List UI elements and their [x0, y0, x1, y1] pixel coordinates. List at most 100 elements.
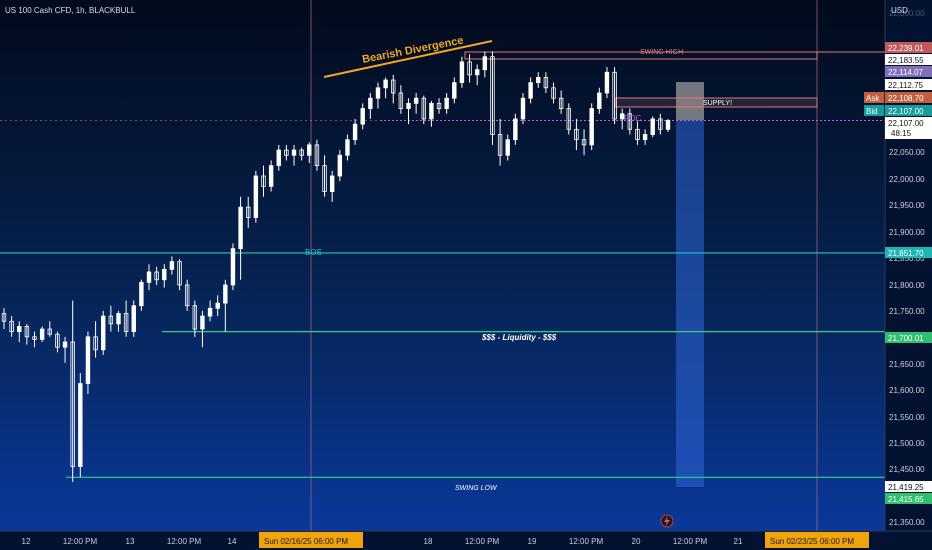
- price-tick-label: 22,300.00: [889, 9, 925, 18]
- candle-body: [238, 206, 243, 250]
- candle-body: [566, 108, 571, 130]
- price-tick-label: 21,900.00: [889, 228, 925, 237]
- candle-body: [116, 313, 121, 325]
- candle-body: [268, 165, 274, 187]
- candle-body: [246, 206, 251, 218]
- candle-body: [513, 118, 518, 141]
- candle-body: [650, 118, 655, 135]
- time-tick-label: 18: [424, 537, 433, 546]
- symbol-title: US 100 Cash CFD, 1h, BLACKBULL: [5, 6, 136, 15]
- price-tick-label: 21,350.00: [889, 518, 925, 527]
- lightning-icon[interactable]: [660, 514, 674, 528]
- candle-body: [162, 268, 167, 281]
- target-projection-box: [676, 120, 704, 487]
- candle-body: [597, 92, 602, 109]
- candle-body: [383, 79, 388, 89]
- time-axis[interactable]: [0, 531, 932, 550]
- price-tick-label: 21,450.00: [889, 465, 925, 474]
- currency-label: USD: [891, 6, 908, 15]
- candle-body: [85, 336, 91, 384]
- time-tick-label: 20: [632, 537, 641, 546]
- price-tick-label: 21,950.00: [889, 201, 925, 210]
- candle-body: [101, 315, 106, 351]
- time-badge-2: Sun 02/23/25 06:00 PM: [765, 532, 869, 548]
- candle-body: [398, 92, 404, 109]
- candle-body: [39, 328, 45, 340]
- svg-text:Bid: Bid: [866, 107, 878, 116]
- candle-body: [230, 248, 236, 286]
- candle-body: [32, 336, 37, 340]
- candle-body: [207, 307, 213, 317]
- time-tick-label: 12: [22, 537, 31, 546]
- time-tick-label: 12:00 PM: [465, 537, 500, 546]
- liquidity-price-tag: 21,700.01: [885, 332, 932, 343]
- bos-label: BOS: [305, 248, 322, 257]
- candle-body: [261, 175, 266, 187]
- bos-price-tag: 21,851.70: [885, 247, 932, 258]
- candle-body: [558, 97, 564, 109]
- time-badge-1: Sun 02/16/25 06:00 PM: [259, 532, 363, 548]
- time-tick-label: 12:00 PM: [63, 537, 98, 546]
- price-tick-label: 21,600.00: [889, 386, 925, 395]
- candle-body: [352, 123, 358, 141]
- candle-body: [620, 113, 625, 120]
- price-tick-label: 22,000.00: [889, 175, 925, 184]
- svg-text:22,183.55: 22,183.55: [888, 56, 924, 65]
- candle-body: [314, 144, 320, 167]
- svg-text:21,851.70: 21,851.70: [888, 249, 924, 258]
- candle-body: [78, 383, 83, 467]
- candle-body: [467, 61, 472, 76]
- candle-body: [284, 149, 289, 156]
- svg-text:22,112.75: 22,112.75: [888, 81, 924, 90]
- candle-body: [497, 134, 503, 156]
- price-tick-label: 21,550.00: [889, 413, 925, 422]
- swing-low-price-tag-2: 21,415.65: [885, 493, 932, 504]
- candle-body: [146, 271, 152, 283]
- svg-text:21,700.01: 21,700.01: [888, 334, 924, 343]
- svg-text:22,114.07: 22,114.07: [888, 68, 924, 77]
- time-tick-label: 21: [734, 537, 743, 546]
- candle-body: [177, 261, 182, 286]
- candle-body: [505, 139, 510, 156]
- candle-body: [299, 149, 304, 156]
- last-price-tag: 22,107.00 48:15: [885, 117, 932, 139]
- candle-body: [154, 271, 159, 281]
- candle-body: [291, 149, 297, 156]
- time-tick-label: 13: [126, 537, 135, 546]
- candle-body: [169, 261, 175, 270]
- candle-body: [24, 326, 30, 338]
- candle-body: [604, 71, 610, 94]
- candle-body: [543, 77, 549, 89]
- svg-text:Ask: Ask: [866, 94, 880, 103]
- time-tick-label: 12:00 PM: [673, 537, 708, 546]
- candle-body: [9, 320, 14, 333]
- candle-body: [276, 149, 281, 167]
- candle-body: [360, 108, 365, 125]
- candle-body: [192, 305, 198, 330]
- candle-body: [123, 313, 129, 333]
- candle-body: [536, 77, 541, 84]
- levels-layer: [0, 120, 885, 478]
- price-tag-3: 22,114.07: [885, 66, 932, 77]
- candle-body: [635, 128, 640, 141]
- candles-layer: [1, 51, 671, 483]
- price-tick-label: 21,500.00: [889, 439, 925, 448]
- svg-text:Sun 02/16/25 06:00 PM: Sun 02/16/25 06:00 PM: [264, 537, 348, 546]
- candle-body: [612, 71, 617, 120]
- time-ticks: 12 12:00 PM 13 12:00 PM 14 18 12:00 PM 19 12:00 …: [22, 537, 743, 546]
- time-tick-label: 19: [528, 537, 537, 546]
- candle-body: [223, 284, 228, 304]
- stop-projection-box: [676, 82, 704, 120]
- candle-body: [62, 341, 68, 348]
- candle-body: [47, 328, 52, 335]
- liquidity-label: $$$ - Liquidity - $$$: [481, 333, 557, 342]
- candle-body: [406, 102, 411, 109]
- candle-body: [93, 336, 98, 351]
- candle-body: [131, 305, 136, 333]
- candle-body: [55, 333, 60, 348]
- candle-body: [436, 102, 442, 109]
- candle-body: [658, 118, 663, 130]
- poc-label: POC: [624, 114, 642, 123]
- candle-body: [345, 139, 350, 156]
